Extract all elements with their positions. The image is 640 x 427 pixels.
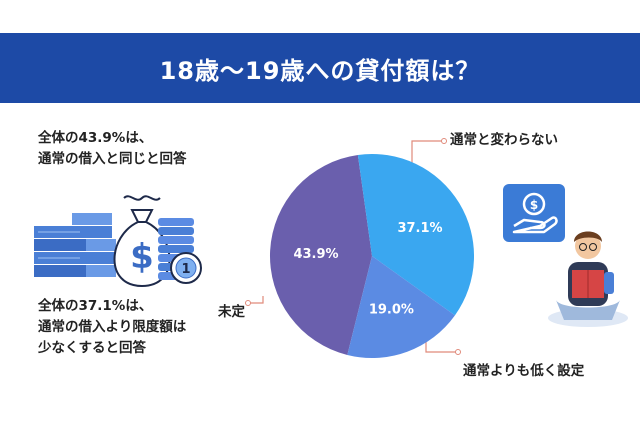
svg-text:1: 1 bbox=[181, 262, 190, 277]
note-lower: 全体の37.1%は、 通常の借入より限度額は 少なくすると回答 bbox=[38, 296, 186, 359]
pie-slice-same bbox=[269, 154, 372, 355]
leader-dot-same bbox=[441, 138, 447, 144]
pie-label-same: 43.9% bbox=[293, 247, 338, 262]
leader-dot-undecided bbox=[245, 300, 251, 306]
reading-student-icon bbox=[548, 231, 628, 327]
note-same-line2: 通常の借入と同じと回答 bbox=[38, 151, 187, 167]
note-same: 全体の43.9%は、 通常の借入と同じと回答 bbox=[38, 128, 187, 170]
hand-coin-icon: $ bbox=[503, 184, 565, 242]
category-label-undecided: 未定 bbox=[218, 304, 245, 320]
coin-stack-icon: 1 bbox=[158, 218, 202, 284]
leader-line-undecided bbox=[248, 296, 264, 304]
svg-text:$: $ bbox=[530, 198, 538, 212]
svg-text:$: $ bbox=[130, 237, 154, 277]
pie-label-lower: 37.1% bbox=[397, 221, 442, 236]
note-same-line1: 全体の43.9%は、 bbox=[38, 130, 153, 146]
pie-label-undecided: 19.0% bbox=[369, 303, 414, 318]
leader-dot-lower bbox=[455, 349, 461, 355]
note-lower-line2: 通常の借入より限度額は bbox=[38, 319, 187, 335]
note-lower-line3: 少なくすると回答 bbox=[38, 340, 146, 356]
note-lower-line1: 全体の37.1%は、 bbox=[38, 298, 153, 314]
page-title: 18歳～19歳への貸付額は？ bbox=[0, 33, 640, 103]
banknote-stack-icon bbox=[34, 213, 116, 277]
category-label-lower: 通常よりも低く設定 bbox=[463, 363, 585, 379]
pie-slice-undecided bbox=[347, 256, 455, 359]
category-label-same: 通常と変わらない bbox=[450, 132, 558, 148]
pie-slice-lower bbox=[357, 153, 475, 316]
